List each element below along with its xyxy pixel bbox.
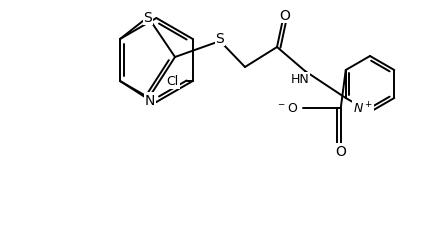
Text: O: O [335,144,346,158]
Text: $^-$O: $^-$O [276,102,299,115]
Text: O: O [279,9,290,23]
Text: Cl: Cl [167,75,179,88]
Text: S: S [144,11,152,25]
Text: S: S [216,32,224,46]
Text: HN: HN [290,73,310,86]
Text: N: N [145,94,155,108]
Text: $N^+$: $N^+$ [353,101,373,116]
